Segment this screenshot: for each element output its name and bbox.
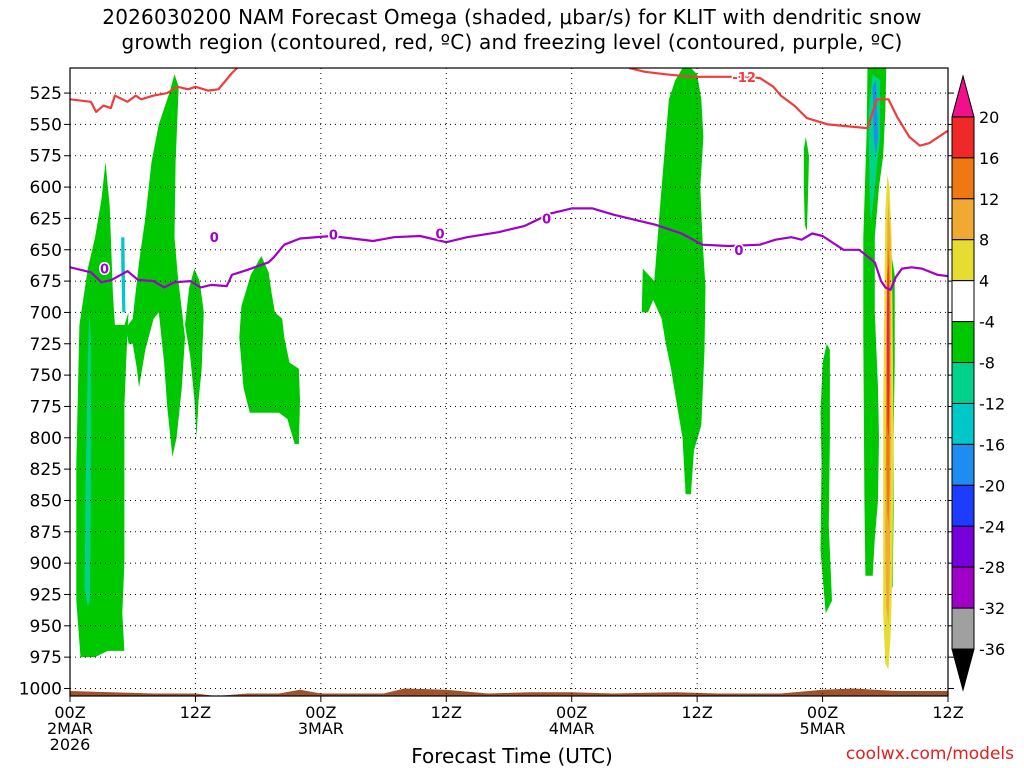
- y-tick-label-950: 950: [30, 617, 62, 637]
- colorbar-label-1: 16: [979, 149, 999, 168]
- contour-label-minus12: -12: [732, 71, 756, 86]
- omega-region-1: [126, 74, 185, 457]
- y-tick-label-750: 750: [30, 366, 62, 386]
- omega-region-4: [641, 68, 706, 495]
- y-tick-label-825: 825: [30, 460, 62, 480]
- colorbar-box-9: [951, 443, 975, 486]
- colorbar: 20 16 12 8 4 -4 -8 -12 -16 -20 -24 -28 -32 -36: [951, 74, 1005, 692]
- colorbar-label-0: 20: [979, 108, 999, 127]
- colorbar-box-7: [951, 362, 975, 404]
- x-tick-label-2-0: 00Z: [305, 703, 336, 722]
- x-tick-label-5-0: 12Z: [681, 703, 712, 722]
- colorbar-box-8: [951, 402, 975, 445]
- colorbar-box-4: [951, 239, 975, 282]
- contour--12-line-0: [70, 68, 238, 114]
- colorbar-label-5: -4: [979, 313, 995, 332]
- freezing-level-label-2: 0: [329, 229, 338, 244]
- y-tick-label-700: 700: [30, 303, 62, 323]
- contour-layer: [70, 68, 948, 291]
- y-tick-label-650: 650: [30, 241, 62, 261]
- colorbar-box-5: [951, 280, 975, 323]
- omega-region-11: [121, 237, 126, 313]
- x-tick-label-6-1: 5MAR: [800, 719, 846, 738]
- y-tick-label-925: 925: [30, 585, 62, 605]
- x-tick-label-6-0: 00Z: [807, 703, 838, 722]
- y-tick-label-675: 675: [30, 272, 62, 292]
- chart-title-line-1: 2026030200 NAM Forecast Omega (shaded, μ…: [102, 5, 922, 29]
- colorbar-label-12: -32: [979, 599, 1005, 618]
- y-tick-label-900: 900: [30, 554, 62, 574]
- freezing-level-label-4: 0: [542, 212, 551, 227]
- colorbar-box-2: [951, 157, 975, 200]
- credit-text: coolwx.com/models: [845, 744, 1014, 764]
- colorbar-box-11: [951, 525, 975, 568]
- omega-region-3: [239, 256, 300, 444]
- colorbar-box-13: [951, 607, 975, 650]
- y-tick-label-975: 975: [30, 648, 62, 668]
- colorbar-box-3: [951, 198, 975, 241]
- freezing-level-label-1: 0: [210, 231, 219, 246]
- y-tick-label-775: 775: [30, 397, 62, 417]
- freezing-level-label-0: 0: [100, 263, 109, 278]
- contour-0-line-0: [70, 207, 948, 291]
- x-tick-label-7-0: 12Z: [932, 703, 963, 722]
- y-tick-label-525: 525: [30, 84, 62, 104]
- x-tick-label-2-1: 3MAR: [298, 719, 344, 738]
- colorbar-label-3: 8: [979, 231, 989, 250]
- omega-region-7: [863, 68, 887, 576]
- colorbar-label-8: -16: [979, 435, 1005, 454]
- freezing-level-label-3: 0: [435, 227, 444, 242]
- colorbar-box-6: [951, 321, 975, 364]
- omega-region-5: [803, 136, 809, 231]
- chart-title-line-2: growth region (contoured, red, ºC) and f…: [121, 30, 903, 54]
- omega-region-17: [887, 281, 889, 401]
- x-axis-label: Forecast Time (UTC): [411, 744, 613, 768]
- x-tick-label-4-1: 4MAR: [549, 719, 595, 738]
- colorbar-label-4: 4: [979, 272, 989, 291]
- plot-frame: [69, 67, 949, 697]
- grid-layer: [70, 68, 948, 696]
- y-tick-label-850: 850: [30, 491, 62, 511]
- x-tick-label-4-0: 00Z: [556, 703, 587, 722]
- contour--12-line-1: [628, 68, 948, 147]
- y-tick-label-1000: 1000: [19, 679, 62, 699]
- y-tick-label-575: 575: [30, 147, 62, 167]
- colorbar-label-9: -20: [979, 476, 1005, 495]
- y-tick-label-725: 725: [30, 335, 62, 355]
- colorbar-bottom-arrow: [951, 648, 975, 692]
- colorbar-label-11: -28: [979, 558, 1005, 577]
- y-tick-label-875: 875: [30, 523, 62, 543]
- omega-region-6: [820, 343, 832, 614]
- colorbar-box-10: [951, 484, 975, 527]
- y-tick-label-550: 550: [30, 115, 62, 135]
- colorbar-label-13: -36: [979, 640, 1005, 659]
- x-tick-label-0-0: 00Z: [54, 703, 85, 722]
- colorbar-box-1: [951, 116, 975, 159]
- x-tick-label-0-1: 2MAR: [47, 719, 93, 738]
- axis-layer: -12 0 0 0 0 0 0 525 550 575 600 625 650 675 700 725 750 7…: [19, 67, 964, 754]
- omega-region-2: [185, 268, 204, 438]
- y-tick-label-800: 800: [30, 429, 62, 449]
- freezing-level-label-5: 0: [734, 244, 743, 259]
- omega-region-12: [872, 80, 878, 156]
- x-tick-label-0-2: 2026: [50, 735, 91, 754]
- colorbar-label-2: 12: [979, 190, 999, 209]
- colorbar-top-arrow: [951, 74, 975, 118]
- x-tick-label-1-0: 12Z: [180, 703, 211, 722]
- colorbar-label-7: -12: [979, 394, 1005, 413]
- omega-region-9: [84, 312, 91, 607]
- colorbar-label-10: -24: [979, 517, 1005, 536]
- omega-region-10: [868, 74, 881, 225]
- terrain-fill: [70, 688, 948, 696]
- y-tick-label-625: 625: [30, 209, 62, 229]
- x-tick-label-3-0: 12Z: [431, 703, 462, 722]
- terrain-layer: [70, 688, 948, 696]
- omega-region-0: [76, 162, 129, 658]
- y-tick-label-600: 600: [30, 178, 62, 198]
- colorbar-label-6: -8: [979, 354, 995, 373]
- omega-shading-layer: [76, 68, 895, 670]
- colorbar-box-12: [951, 566, 975, 609]
